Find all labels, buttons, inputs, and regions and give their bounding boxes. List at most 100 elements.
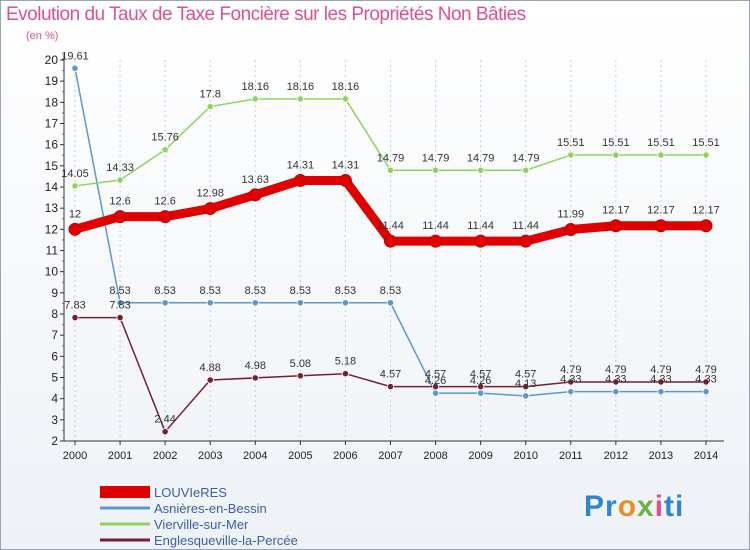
- data-label-englesqueville-la-perc-e-2005: 5.08: [290, 358, 311, 370]
- x-tick-label-2006: 2006: [333, 450, 357, 462]
- data-label-asni-res-en-bessin-2010: 4.13: [515, 378, 536, 390]
- y-tick-label-8: 8: [51, 307, 58, 321]
- x-tick-label-2011: 2011: [559, 450, 583, 462]
- y-tick-label-4: 4: [51, 392, 58, 406]
- point-louvieres-2005: [293, 173, 307, 187]
- x-tick-label-2004: 2004: [243, 450, 267, 462]
- data-label-asni-res-en-bessin-2000: 19.61: [61, 50, 89, 62]
- data-labels: 19.61 8.53 8.53 8.53 8.53 8.53 8.53 8.53 4.26 4.2…: [61, 50, 720, 425]
- y-tick-label-15: 15: [45, 159, 59, 173]
- data-label-louvieres-2010: 11.44: [512, 220, 539, 232]
- data-label-vierville-sur-mer-2012: 15.51: [602, 137, 630, 149]
- point-englesqueville-la-perc-e-2003: [206, 376, 214, 384]
- point-vierville-sur-mer-2003: [206, 102, 214, 111]
- point-asni-res-en-bessin-2000: [71, 64, 79, 72]
- point-asni-res-en-bessin-2005: [296, 299, 304, 307]
- x-tick-label-2007: 2007: [378, 450, 402, 462]
- data-label-vierville-sur-mer-2001: 14.33: [106, 162, 134, 174]
- point-asni-res-en-bessin-2004: [251, 299, 259, 307]
- data-label-englesqueville-la-perc-e-2008: 4.57: [425, 369, 446, 381]
- proxiti-logo: Proxiti: [584, 490, 685, 523]
- y-tick-label-17: 17: [45, 117, 59, 131]
- point-englesqueville-la-perc-e-2010: [522, 383, 530, 391]
- point-englesqueville-la-perc-e-2004: [251, 374, 259, 382]
- x-tick-label-2012: 2012: [604, 450, 628, 462]
- point-louvieres-2013: [654, 219, 668, 233]
- point-louvieres-2002: [158, 210, 172, 224]
- legend-label-louvieres: LOUVIeRES: [154, 485, 227, 500]
- legend-label-englesqueville-la-perc-e: Englesqueville-la-Percée: [154, 533, 298, 548]
- point-englesqueville-la-perc-e-2014: [702, 378, 710, 386]
- data-label-asni-res-en-bessin-2014: 4.33: [695, 374, 716, 386]
- data-label-asni-res-en-bessin-2007: 8.53: [380, 285, 401, 297]
- data-label-louvieres-2002: 12.6: [154, 196, 175, 208]
- series: [68, 64, 713, 436]
- point-englesqueville-la-perc-e-2012: [612, 378, 620, 386]
- point-vierville-sur-mer-2008: [431, 166, 440, 174]
- grid: [74, 60, 707, 441]
- point-asni-res-en-bessin-2008: [431, 389, 440, 397]
- data-label-vierville-sur-mer-2002: 15.76: [151, 132, 179, 144]
- data-label-louvieres-2008: 11.44: [422, 220, 449, 232]
- point-englesqueville-la-perc-e-2008: [431, 383, 440, 391]
- data-label-englesqueville-la-perc-e-2007: 4.57: [380, 369, 401, 381]
- data-label-vierville-sur-mer-2010: 14.79: [512, 152, 540, 164]
- point-vierville-sur-mer-2004: [251, 95, 259, 103]
- point-vierville-sur-mer-2009: [477, 166, 485, 174]
- point-englesqueville-la-perc-e-2006: [341, 370, 350, 378]
- data-label-englesqueville-la-perc-e-2003: 4.88: [200, 362, 221, 374]
- data-label-vierville-sur-mer-2008: 14.79: [422, 152, 450, 164]
- data-label-asni-res-en-bessin-2009: 4.26: [470, 375, 491, 387]
- point-vierville-sur-mer-2000: [71, 182, 79, 190]
- chart-title: Evolution du Taux de Taxe Foncière sur l…: [6, 4, 526, 25]
- data-label-englesqueville-la-perc-e-2014: 4.79: [695, 364, 716, 376]
- point-englesqueville-la-perc-e-2001: [116, 313, 124, 322]
- point-louvieres-2003: [203, 202, 217, 216]
- data-label-louvieres-2001: 12.6: [109, 196, 130, 208]
- point-asni-res-en-bessin-2011: [567, 388, 575, 396]
- point-louvieres-2014: [699, 219, 713, 233]
- point-asni-res-en-bessin-2003: [206, 299, 214, 307]
- data-label-vierville-sur-mer-2013: 15.51: [647, 137, 675, 149]
- point-vierville-sur-mer-2002: [161, 146, 169, 154]
- data-label-englesqueville-la-perc-e-2012: 4.79: [605, 364, 626, 376]
- data-label-vierville-sur-mer-2006: 18.16: [332, 81, 360, 93]
- y-tick-label-9: 9: [51, 286, 58, 300]
- point-louvieres-2000: [68, 222, 82, 236]
- point-louvieres-2011: [564, 223, 578, 237]
- data-label-louvieres-2003: 12.98: [196, 188, 224, 200]
- data-label-asni-res-en-bessin-2012: 4.33: [605, 374, 626, 386]
- point-englesqueville-la-perc-e-2000: [71, 313, 79, 322]
- data-label-asni-res-en-bessin-2013: 4.33: [650, 374, 671, 386]
- data-label-louvieres-2009: 11.44: [467, 220, 494, 232]
- point-englesqueville-la-perc-e-2005: [296, 372, 304, 380]
- legend-swatch-louvieres: [100, 486, 150, 498]
- point-vierville-sur-mer-2001: [116, 176, 124, 184]
- point-asni-res-en-bessin-2012: [612, 388, 620, 396]
- data-label-asni-res-en-bessin-2002: 8.53: [154, 285, 175, 297]
- y-tick-label-11: 11: [46, 244, 59, 258]
- data-label-louvieres-2014: 12.17: [692, 205, 720, 217]
- data-label-vierville-sur-mer-2007: 14.79: [377, 152, 405, 164]
- legend: LOUVIeRESAsnières-en-BessinVierville-sur…: [100, 485, 298, 548]
- data-label-asni-res-en-bessin-2006: 8.53: [335, 285, 356, 297]
- y-tick-label-2: 2: [51, 434, 58, 448]
- y-tick-label-13: 13: [45, 201, 59, 215]
- point-englesqueville-la-perc-e-2009: [477, 383, 485, 391]
- y-tick-label-5: 5: [51, 371, 58, 385]
- point-louvieres-2009: [474, 234, 488, 248]
- x-tick-label-2003: 2003: [198, 450, 222, 462]
- y-tick-label-10: 10: [45, 265, 59, 279]
- x-tick-label-2014: 2014: [694, 450, 718, 462]
- point-louvieres-2001: [113, 210, 127, 224]
- x-tick-label-2000: 2000: [63, 450, 87, 462]
- data-label-englesqueville-la-perc-e-2011: 4.79: [560, 364, 581, 376]
- data-label-englesqueville-la-perc-e-2001: 7.83: [109, 300, 130, 312]
- point-asni-res-en-bessin-2010: [522, 392, 530, 400]
- unit-label: (en %): [26, 30, 59, 42]
- data-label-vierville-sur-mer-2014: 15.51: [692, 137, 720, 149]
- data-label-englesqueville-la-perc-e-2000: 7.83: [64, 300, 85, 312]
- point-englesqueville-la-perc-e-2007: [386, 383, 395, 391]
- point-vierville-sur-mer-2006: [341, 95, 350, 103]
- data-label-englesqueville-la-perc-e-2006: 5.18: [335, 356, 356, 368]
